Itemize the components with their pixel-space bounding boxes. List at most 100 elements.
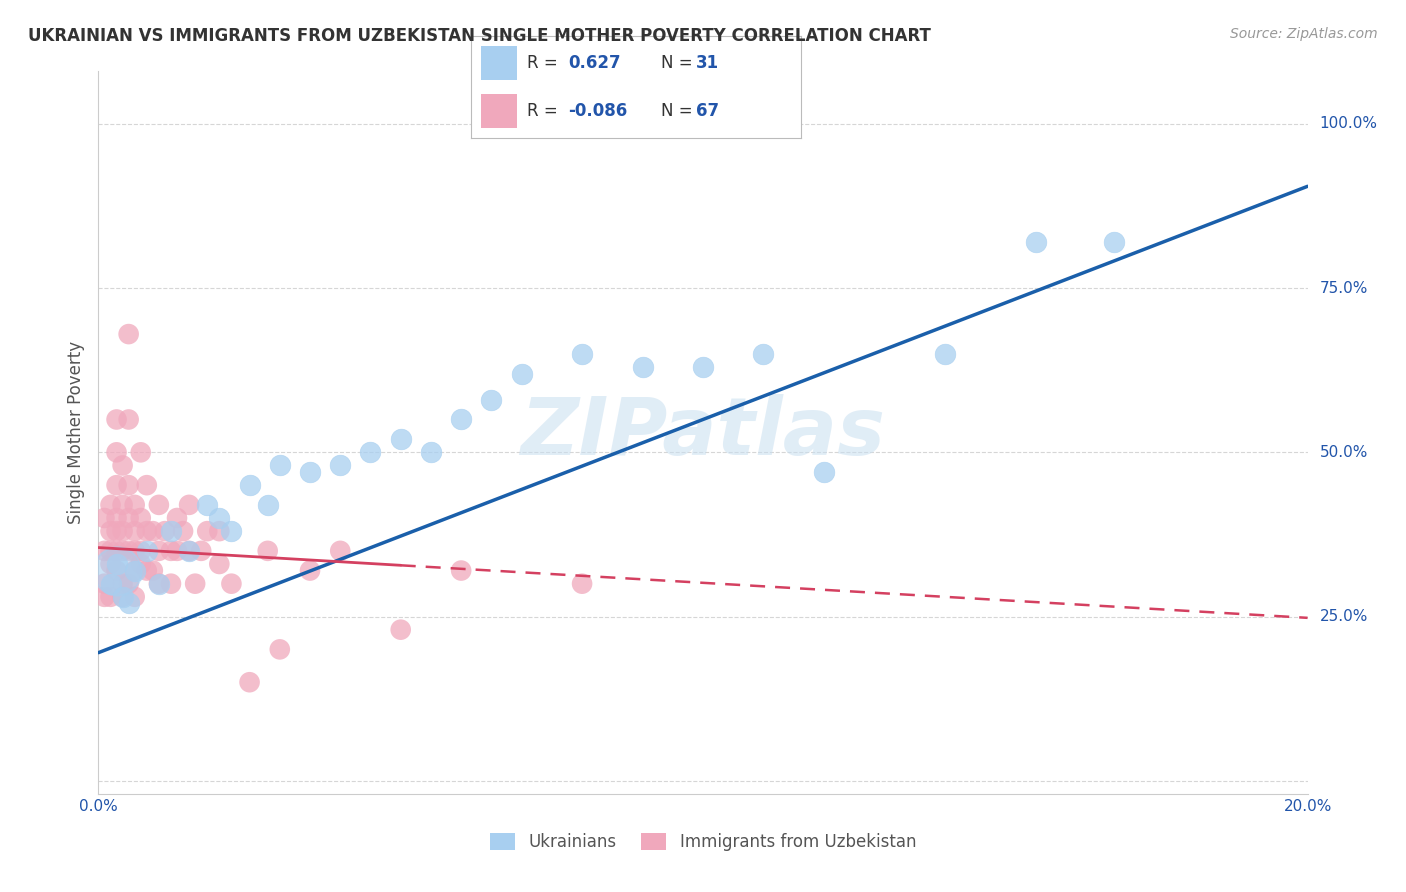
Point: [105, 524, 128, 538]
Point: [111, 458, 134, 473]
Point: [208, 511, 231, 525]
Point: [299, 465, 322, 479]
Point: [166, 544, 188, 558]
Point: [179, 498, 201, 512]
Point: [135, 564, 157, 578]
Point: [813, 465, 835, 479]
Point: [481, 392, 503, 407]
Point: [111, 498, 134, 512]
Point: [179, 544, 201, 558]
Text: 50.0%: 50.0%: [1320, 445, 1368, 459]
Point: [692, 359, 714, 374]
Text: R =: R =: [527, 102, 558, 120]
Point: [571, 576, 593, 591]
Point: [329, 458, 352, 473]
Point: [195, 498, 218, 512]
Point: [129, 511, 152, 525]
Point: [124, 564, 146, 578]
Point: [100, 544, 122, 558]
Legend: Ukrainians, Immigrants from Uzbekistan: Ukrainians, Immigrants from Uzbekistan: [484, 826, 922, 858]
Point: [160, 544, 183, 558]
Point: [269, 458, 291, 473]
Point: [148, 544, 170, 558]
Point: [510, 367, 533, 381]
Point: [124, 544, 146, 558]
Point: [93, 511, 115, 525]
Text: -0.086: -0.086: [568, 102, 627, 120]
Point: [160, 524, 183, 538]
Point: [111, 576, 134, 591]
Point: [142, 524, 165, 538]
Point: [148, 576, 170, 591]
Point: [142, 564, 165, 578]
Point: [118, 478, 141, 492]
Point: [1102, 235, 1125, 249]
Point: [118, 576, 141, 591]
Point: [105, 544, 128, 558]
Point: [934, 347, 956, 361]
Point: [172, 524, 194, 538]
Point: [111, 524, 134, 538]
Point: [450, 412, 472, 426]
Point: [105, 564, 128, 578]
Point: [105, 564, 128, 578]
Point: [93, 590, 115, 604]
Bar: [481, 95, 517, 128]
Text: 31: 31: [696, 54, 718, 72]
Point: [153, 524, 176, 538]
Point: [111, 590, 134, 604]
Point: [420, 445, 443, 459]
Point: [299, 564, 322, 578]
Point: [124, 590, 146, 604]
Text: 25.0%: 25.0%: [1320, 609, 1368, 624]
Point: [100, 557, 122, 571]
Point: [221, 576, 243, 591]
Point: [93, 576, 115, 591]
Point: [389, 623, 412, 637]
Point: [389, 432, 412, 446]
Point: [256, 498, 278, 512]
Point: [100, 590, 122, 604]
Point: [329, 544, 352, 558]
Point: [195, 524, 218, 538]
Point: [269, 642, 291, 657]
Point: [450, 564, 472, 578]
Point: [93, 544, 115, 558]
Point: [360, 445, 382, 459]
Text: UKRAINIAN VS IMMIGRANTS FROM UZBEKISTAN SINGLE MOTHER POVERTY CORRELATION CHART: UKRAINIAN VS IMMIGRANTS FROM UZBEKISTAN …: [28, 27, 931, 45]
Point: [571, 347, 593, 361]
Bar: [481, 45, 517, 79]
Point: [105, 511, 128, 525]
Point: [208, 524, 231, 538]
Point: [166, 511, 188, 525]
Point: [208, 557, 231, 571]
Text: R =: R =: [527, 54, 558, 72]
Point: [105, 445, 128, 459]
Point: [118, 596, 141, 610]
Text: 75.0%: 75.0%: [1320, 281, 1368, 295]
Point: [118, 327, 141, 342]
Point: [124, 524, 146, 538]
Point: [135, 478, 157, 492]
Point: [118, 544, 141, 558]
Point: [124, 498, 146, 512]
Text: N =: N =: [661, 54, 693, 72]
Text: 0.627: 0.627: [568, 54, 621, 72]
Point: [129, 557, 152, 571]
Point: [239, 478, 262, 492]
Point: [118, 412, 141, 426]
Point: [105, 557, 128, 571]
Point: [129, 544, 152, 558]
Point: [148, 498, 170, 512]
Point: [100, 576, 122, 591]
Text: N =: N =: [661, 102, 693, 120]
Point: [190, 544, 212, 558]
Point: [1024, 235, 1046, 249]
Text: 67: 67: [696, 102, 718, 120]
Point: [129, 445, 152, 459]
Point: [631, 359, 654, 374]
Point: [118, 511, 141, 525]
Point: [100, 498, 122, 512]
Point: [124, 564, 146, 578]
Point: [221, 524, 243, 538]
